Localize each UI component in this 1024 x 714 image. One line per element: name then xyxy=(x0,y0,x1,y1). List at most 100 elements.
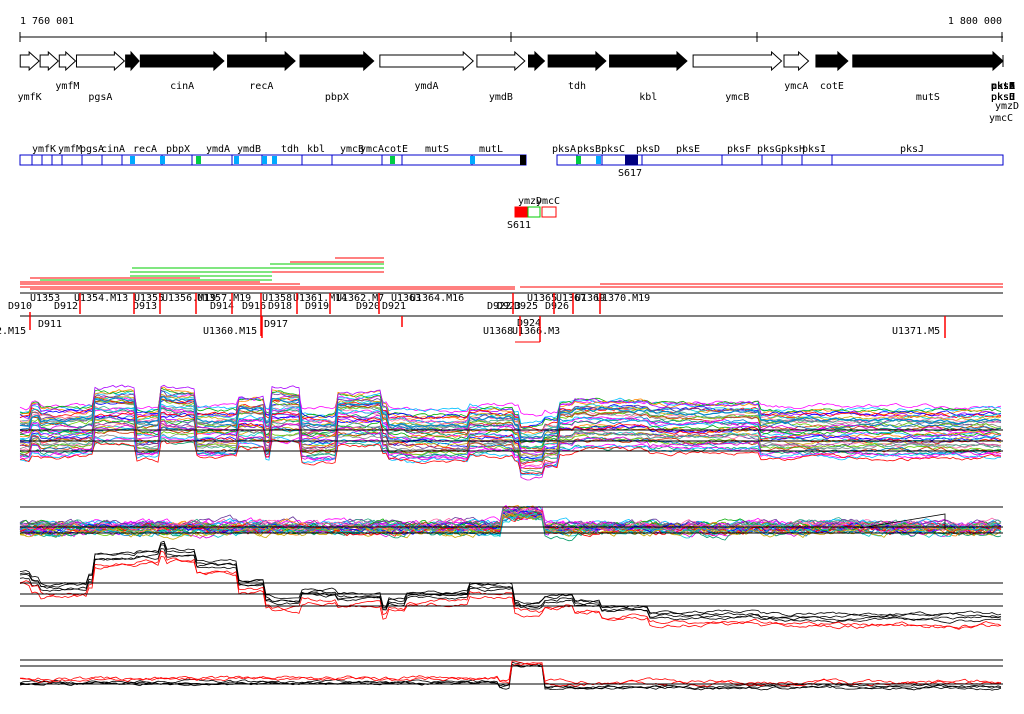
gene-label-kbl: kbl xyxy=(639,92,657,103)
tu-label-U1353: U1353 xyxy=(30,293,60,304)
expr1-line xyxy=(19,428,1002,462)
operon-label-pksJ: pksJ xyxy=(900,144,924,155)
gene-arrow-recA xyxy=(227,50,296,72)
feature-box-outline xyxy=(541,206,557,218)
operon-label-pksI: pksI xyxy=(802,144,826,155)
gene-label-pksG: pksG xyxy=(991,81,1015,92)
coordinate-axis xyxy=(19,32,1003,42)
expression-multi-condition-track xyxy=(19,384,1003,481)
expr3-line-red xyxy=(19,550,1002,629)
expression-summary-track xyxy=(19,540,1003,630)
tu-label-U1371.M5: U1371.M5 xyxy=(892,326,940,337)
tu-label-D912: D912 xyxy=(54,301,78,312)
operon-label-pksE: pksE xyxy=(676,144,700,155)
operon-site-marker xyxy=(625,155,638,165)
tu-label-D916: D916 xyxy=(242,301,266,312)
operon-label-recA: recA xyxy=(133,144,157,155)
gene-label-ymdB: ymdB xyxy=(489,92,513,103)
operon-marker xyxy=(272,156,277,164)
feature-label-ymcC: ymcC xyxy=(536,196,560,207)
gene-label-ymcA: ymcA xyxy=(784,81,808,92)
tu-label-D918: D918 xyxy=(268,301,292,312)
expr2-line xyxy=(19,508,1002,534)
expr1-line xyxy=(19,405,1002,453)
expr2-line xyxy=(19,507,1002,530)
gene-arrow-unnamed xyxy=(39,50,60,72)
operon-bar-right xyxy=(556,154,1004,166)
operon-label-mutL: mutL xyxy=(479,144,503,155)
operon-label-pksG: pksG xyxy=(757,144,781,155)
gene-label-ymcC: ymcC xyxy=(989,113,1013,124)
gene-arrow-ymcA xyxy=(783,50,810,72)
tu-label-U1363: U1363 xyxy=(391,293,421,304)
operon-label-pgsA: pgsA xyxy=(80,144,104,155)
expr2-line xyxy=(19,512,1002,539)
gene-label-pksC: pksC xyxy=(991,92,1015,103)
operon-site-label: S617 xyxy=(618,168,642,179)
gene-label-mutS: mutS xyxy=(916,92,940,103)
operon-label-pksF: pksF xyxy=(727,144,751,155)
tu-label-U1361.M14: U1361.M14 xyxy=(293,293,347,304)
tu-label-U1370.M19: U1370.M19 xyxy=(596,293,650,304)
gene-arrow-ymfK xyxy=(19,50,40,72)
operon-label-pksB: pksB xyxy=(577,144,601,155)
operon-marker xyxy=(262,156,267,164)
tu-label-D920: D920 xyxy=(356,301,380,312)
tu-label-U1358: U1358 xyxy=(262,293,292,304)
expr2-marker xyxy=(859,513,946,530)
expr1-line xyxy=(19,395,1002,432)
gene-label-ymfM: ymfM xyxy=(55,81,79,92)
operon-label-mutS: mutS xyxy=(425,144,449,155)
gene-label-ymdA: ymdA xyxy=(415,81,439,92)
operon-label-pksH: pksH xyxy=(781,144,805,155)
gene-label-cotE: cotE xyxy=(820,81,844,92)
feature-site-label: S611 xyxy=(507,220,531,231)
expr1-line xyxy=(19,400,1002,441)
gene-arrow-tdh xyxy=(547,50,607,72)
feature-label-ymzD: ymzD xyxy=(518,196,542,207)
expr1-line xyxy=(19,418,1002,443)
tu-label-D921: D921 xyxy=(382,301,406,312)
tu-label-U1360.M15: U1360.M15 xyxy=(203,326,257,337)
coordinate-end-label: 1 800 000 xyxy=(948,16,1002,27)
operon-label-cinA: cinA xyxy=(101,144,125,155)
expr4-line-red xyxy=(19,660,1002,687)
operon-label-pbpX: pbpX xyxy=(166,144,190,155)
gene-track: ymfK ymfM pgsA cinA recA pbpX ymdA ymdB tdh kbl ym… xyxy=(18,50,1019,124)
tu-label-D914: D914 xyxy=(210,301,234,312)
gene-arrow-pgsA xyxy=(75,50,126,72)
tu-label-U1356.M19: U1356.M19 xyxy=(162,293,216,304)
operon-marker xyxy=(470,156,475,164)
tu-label-U1367: U1367 xyxy=(556,293,586,304)
tu-label-D919: D919 xyxy=(305,301,329,312)
tu-label-D922: D922 xyxy=(487,301,511,312)
tu-label-D913: D913 xyxy=(133,301,157,312)
tu-label-U1357.M19: U1357.M19 xyxy=(197,293,251,304)
feature-box-green xyxy=(527,206,541,218)
gene-label-pksE: pksE xyxy=(991,92,1015,103)
expr3-line-red xyxy=(19,556,1002,630)
expr1-line xyxy=(19,396,1002,452)
tu-label-U1354.M13: U1354.M13 xyxy=(74,293,128,304)
operon-label-tdh: tdh xyxy=(281,144,299,155)
gene-arrow-cinA xyxy=(139,50,225,72)
gene-arrow-unnamed xyxy=(125,50,140,72)
gene-arrow-ymfM xyxy=(58,50,77,72)
gene-label-pgsA: pgsA xyxy=(88,92,112,103)
coordinate-start-label: 1 760 001 xyxy=(20,16,74,27)
operon-marker xyxy=(160,156,165,164)
gene-arrow-ymdB xyxy=(476,50,526,72)
tu-label-D911: D911 xyxy=(38,319,62,330)
expr2-line xyxy=(19,510,1002,534)
operon-label-ymdB: ymdB xyxy=(237,144,261,155)
gene-arrow-unnamed xyxy=(528,50,546,72)
expr2-line xyxy=(19,513,1002,538)
expr1-line-top xyxy=(19,396,1002,444)
operon-label-kbl: kbl xyxy=(307,144,325,155)
expr2-line xyxy=(20,513,1002,539)
operon-end-block xyxy=(520,155,526,165)
operon-marker xyxy=(196,156,201,164)
